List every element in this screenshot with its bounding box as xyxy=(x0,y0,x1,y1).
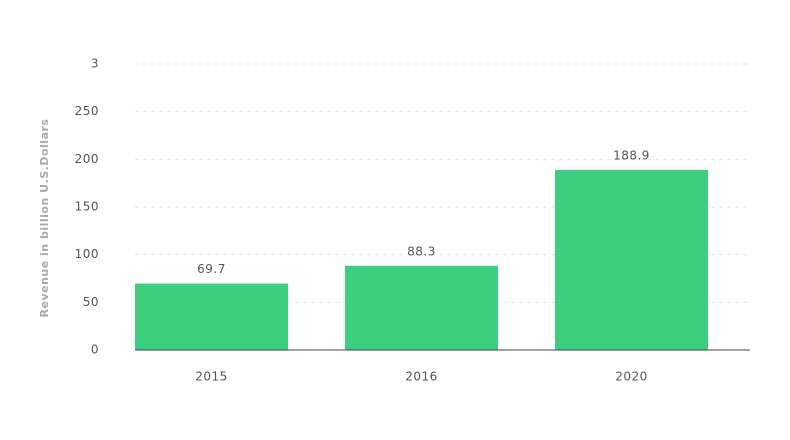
value-label: 69.7 xyxy=(197,262,226,276)
y-tick-label: 100 xyxy=(75,247,99,261)
y-tick-label: 0 xyxy=(91,343,99,357)
y-tick-label: 200 xyxy=(75,152,99,166)
y-tick-label: 150 xyxy=(75,200,99,214)
bar xyxy=(135,283,288,350)
x-tick-label: 2015 xyxy=(195,370,228,384)
y-tick-label: 3 xyxy=(91,57,99,71)
x-tick-label: 2016 xyxy=(405,370,438,384)
x-tick-label: 2020 xyxy=(615,370,648,384)
value-label: 188.9 xyxy=(613,148,650,162)
y-axis-label: Revenue in billion U.S.Dollars xyxy=(38,119,51,318)
bar xyxy=(555,169,708,350)
bar xyxy=(345,265,498,350)
y-tick-label: 250 xyxy=(75,104,99,118)
value-label: 88.3 xyxy=(407,244,436,258)
y-tick-label: 50 xyxy=(83,295,99,309)
